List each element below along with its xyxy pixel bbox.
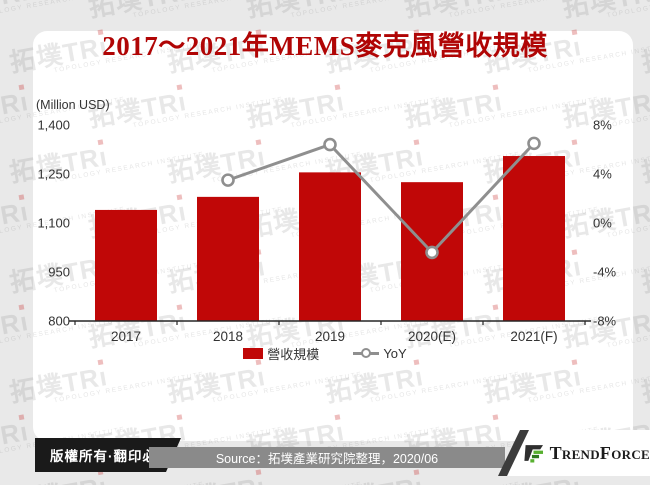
- right-axis-tick-label: 8%: [593, 118, 612, 133]
- x-axis-label-2017: 2017: [111, 329, 141, 344]
- right-axis-tick-label: -8%: [593, 314, 617, 329]
- left-axis-tick-label: 1,250: [37, 167, 70, 182]
- brand-name: TrendForce: [549, 442, 650, 463]
- yoy-marker-2019: [323, 137, 337, 152]
- yoy-swatch: [353, 348, 380, 359]
- yoy-marker-2018: [221, 173, 235, 187]
- left-axis-tick-label: 800: [48, 314, 70, 329]
- revenue-yoy-chart: (Million USD) 1,400 1,250 1,100 950 800 8% 4% 0%…: [36, 98, 617, 344]
- left-axis-title: (Million USD): [36, 98, 110, 112]
- left-axis-tick-label: 950: [48, 265, 70, 280]
- left-axis-tick-label: 1,400: [37, 118, 70, 133]
- legend-revenue-label: 營收規模: [267, 347, 320, 362]
- right-axis-tick-label: 4%: [593, 167, 612, 182]
- revenue-bar-2019: [299, 172, 361, 321]
- legend-yoy-label: YoY: [383, 346, 407, 361]
- brand-panel: TrendForce: [506, 430, 650, 476]
- x-axis-label-2019: 2019: [315, 329, 345, 344]
- copyright-text: 版權所有·翻印必究: [50, 449, 172, 464]
- legend-item-revenue: 營收規模: [243, 344, 319, 363]
- x-axis-label-2020(E): 2020(E): [408, 329, 456, 344]
- yoy-marker-2021(F): [527, 136, 541, 151]
- page-title: 2017～2021年MEMS麥克風營收規模: [102, 31, 548, 61]
- left-axis-tick-label: 1,100: [37, 216, 70, 231]
- revenue-swatch: [243, 348, 264, 359]
- right-axis-tick-label: 0%: [593, 216, 612, 231]
- legend-item-yoy: YoY: [353, 346, 407, 361]
- yoy-marker-2020(E): [425, 245, 439, 260]
- x-axis-label-2021(F): 2021(F): [510, 329, 557, 344]
- source-banner: Source：拓墣產業研究院整理，2020/06: [149, 447, 505, 468]
- right-axis-tick-label: -4%: [593, 265, 617, 280]
- trendforce-logo-icon: [524, 445, 544, 463]
- revenue-bar-2017: [95, 209, 157, 321]
- revenue-bar-2021(F): [503, 156, 565, 321]
- chart-area: (Million USD) 1,400 1,250 1,100 950 800 8% 4% 0%…: [30, 95, 626, 355]
- source-text: Source：拓墣產業研究院整理，2020/06: [215, 452, 439, 466]
- yoy-line: [227, 142, 536, 254]
- revenue-bar-2018: [197, 196, 259, 321]
- x-axis-label-2018: 2018: [213, 329, 243, 344]
- chart-legend: 營收規模 YoY: [0, 344, 650, 363]
